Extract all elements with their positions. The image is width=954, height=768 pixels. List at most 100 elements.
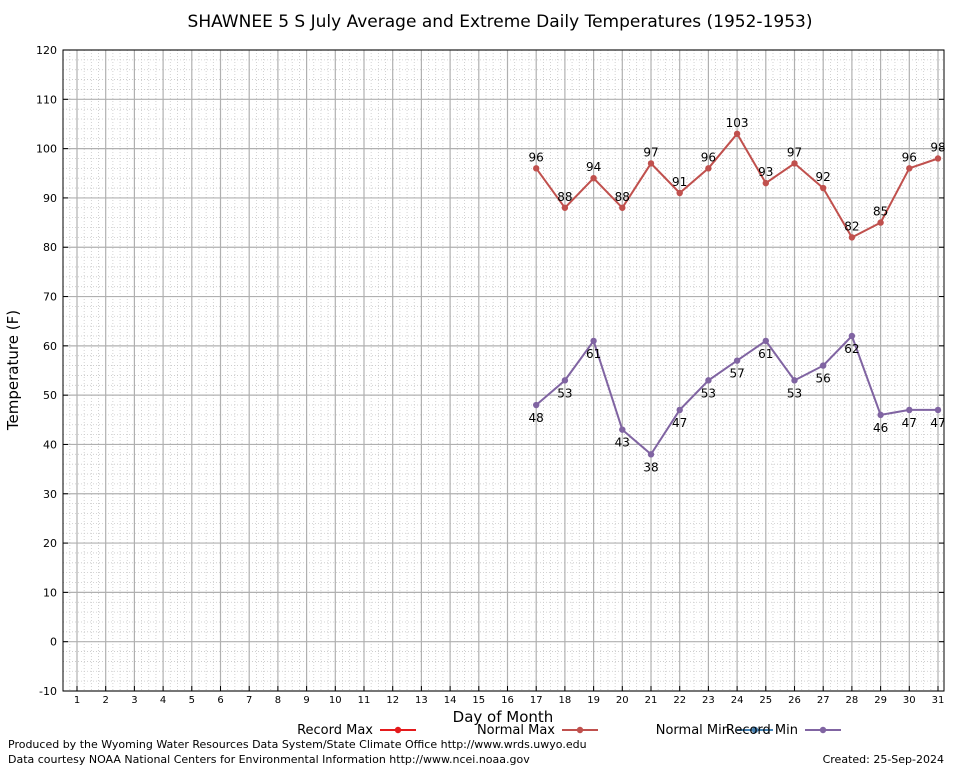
y-tick-label: 0 — [50, 636, 57, 649]
plot-frame — [62, 49, 945, 692]
data-point — [676, 406, 683, 414]
data-label: 97 — [787, 145, 802, 159]
x-tick-label: 30 — [903, 695, 916, 706]
x-tick-label: 7 — [246, 695, 252, 706]
y-axis-label: Temperature (F) — [4, 310, 22, 431]
x-tick-label: 19 — [587, 695, 600, 706]
data-label: 88 — [557, 190, 572, 204]
data-label: 85 — [873, 205, 888, 219]
data-point — [934, 406, 942, 414]
data-point — [647, 160, 655, 167]
footer-created: Created: 25-Sep-2024 — [822, 753, 944, 766]
data-label: 93 — [758, 165, 773, 179]
data-label: 62 — [844, 342, 859, 356]
data-label: 96 — [902, 150, 917, 164]
data-point — [561, 377, 569, 384]
data-point — [848, 234, 856, 241]
x-axis-label: Day of Month — [453, 708, 554, 726]
data-point — [590, 337, 597, 345]
data-label: 94 — [586, 160, 601, 174]
x-tick-label: 2 — [103, 695, 109, 706]
data-label: 91 — [672, 175, 687, 189]
y-tick-label: 10 — [43, 586, 57, 599]
data-point — [705, 165, 712, 172]
y-tick-label: 20 — [43, 537, 57, 550]
data-point — [676, 189, 683, 197]
y-tick-label: 60 — [43, 340, 57, 353]
data-label: 92 — [816, 170, 831, 184]
data-label: 88 — [615, 190, 630, 204]
x-tick-label: 9 — [303, 695, 309, 706]
legend-swatch-marker — [751, 726, 759, 734]
x-tick-label: 16 — [501, 695, 514, 706]
y-tick-label: 100 — [36, 143, 57, 156]
data-label: 82 — [844, 219, 859, 233]
x-tick-label: 1 — [74, 695, 80, 706]
data-label: 47 — [930, 416, 945, 430]
data-point — [733, 357, 741, 364]
data-point — [906, 406, 913, 414]
legend-swatch-marker — [819, 726, 827, 734]
footer-data-courtesy: Data courtesy NOAA National Centers for … — [8, 753, 530, 766]
data-point — [561, 204, 569, 211]
data-point — [906, 165, 913, 172]
x-tick-label: 14 — [444, 695, 457, 706]
y-tick-label: 110 — [36, 93, 57, 106]
data-point — [820, 362, 827, 369]
footer-produced-by: Produced by the Wyoming Water Resources … — [8, 738, 587, 751]
data-label: 53 — [701, 386, 716, 400]
y-tick-label: 70 — [43, 291, 57, 304]
x-tick-label: 26 — [788, 695, 801, 706]
data-label: 53 — [787, 386, 802, 400]
x-tick-label: 20 — [616, 695, 629, 706]
data-point — [733, 130, 741, 138]
x-tick-label: 22 — [673, 695, 686, 706]
data-point — [647, 451, 655, 458]
legend-swatch-marker — [576, 726, 584, 734]
x-tick-label: 28 — [846, 695, 859, 706]
data-label: 53 — [557, 386, 572, 400]
data-point — [934, 155, 942, 162]
data-label: 57 — [729, 367, 744, 381]
data-point — [848, 332, 856, 340]
minor-grid — [63, 50, 944, 691]
data-point — [619, 204, 626, 211]
x-tick-label: 4 — [160, 695, 166, 706]
data-label: 46 — [873, 421, 888, 435]
y-tick-label: 30 — [43, 488, 57, 501]
data-point — [533, 401, 540, 409]
x-tick-label: 11 — [358, 695, 371, 706]
x-tick-label: 25 — [759, 695, 772, 706]
chart-title: SHAWNEE 5 S July Average and Extreme Dai… — [188, 12, 813, 32]
y-tick-label: -10 — [39, 685, 57, 698]
x-tick-label: 21 — [645, 695, 658, 706]
data-label: 43 — [615, 436, 630, 450]
x-tick-label: 6 — [217, 695, 223, 706]
data-label: 96 — [701, 150, 716, 164]
x-tick-label: 18 — [559, 695, 572, 706]
data-point — [877, 411, 884, 419]
y-tick-label: 50 — [43, 389, 57, 402]
data-label: 56 — [816, 372, 831, 386]
data-point — [762, 337, 769, 345]
legend-label: Normal Min — [656, 723, 730, 738]
x-tick-label: 3 — [131, 695, 137, 706]
y-tick-label: 40 — [43, 438, 57, 451]
data-point — [820, 184, 827, 192]
x-tick-label: 15 — [472, 695, 485, 706]
data-label: 96 — [529, 150, 544, 164]
data-point — [533, 165, 540, 172]
x-tick-label: 17 — [530, 695, 543, 706]
data-point — [791, 160, 798, 167]
data-point — [762, 179, 769, 187]
legend-swatch-marker — [394, 726, 402, 734]
y-tick-label: 90 — [43, 192, 57, 205]
x-tick-label: 27 — [817, 695, 830, 706]
x-tick-label: 24 — [731, 695, 744, 706]
data-point — [877, 219, 884, 226]
series-layer: 96 88 94 88 97 91 96 103 93 97 92 82 85 96 98 48 53 61 43 3… — [529, 116, 946, 475]
x-tick-label: 23 — [702, 695, 715, 706]
